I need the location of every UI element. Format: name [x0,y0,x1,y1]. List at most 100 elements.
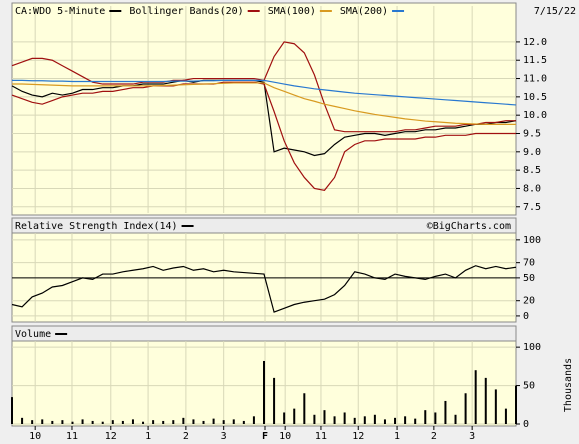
bar [343,412,346,424]
bar [474,370,477,424]
bar [494,389,497,424]
bar [263,360,265,424]
bar [454,414,457,424]
y-tick-label: 20 [523,296,535,307]
y-tick-label: 0 [523,419,529,430]
x-tick-label: 11 [315,431,327,442]
y-tick-label: 9.0 [523,147,541,158]
x-tick-label: 2 [431,431,437,442]
legend-label: SMA(200) [340,6,388,17]
x-tick-label: 10 [29,431,41,442]
bar [303,393,306,424]
y-axis-label: Thousands [563,358,574,412]
y-tick-label: 8.5 [523,165,541,176]
bar [51,420,54,424]
bar [81,419,84,424]
date-label: 7/15/22 [534,6,576,17]
bar [383,419,386,424]
x-tick-label: 10 [279,431,291,442]
line [11,79,517,157]
y-tick-label: 10.5 [523,92,547,103]
x-tick-label: 2 [183,431,189,442]
y-tick-label: 11.5 [523,55,547,66]
bar [293,408,296,424]
bar [61,420,64,424]
rsi-header [11,217,517,234]
x-tick-label: F [262,431,268,442]
bar [323,410,326,424]
line [12,82,516,125]
bar [353,417,356,424]
bar [71,421,74,424]
volume-header [11,325,517,342]
legend-label: CA:WDO 5-Minute [15,6,105,17]
bar [444,400,447,424]
x-tick-label: 12 [352,431,364,442]
y-tick-label: 50 [523,381,535,392]
bar [373,414,376,424]
bar [394,417,397,424]
y-tick-label: 7.5 [523,202,541,213]
y-tick-label: 11.0 [523,74,547,85]
bar [101,421,104,424]
bar [283,412,286,424]
bar [142,421,145,424]
bar [202,420,205,424]
bar [404,416,407,424]
y-tick-label: 50 [523,273,535,284]
y-tick-label: 9.5 [523,128,541,139]
bar [222,420,225,424]
bar [313,414,316,424]
bar [91,420,94,424]
x-tick-label: 11 [66,431,78,442]
bar [21,417,24,424]
bar [212,418,215,424]
bar [504,408,507,424]
bar [152,420,155,424]
bar [232,419,235,424]
bar [162,420,165,424]
x-tick-label: 1 [394,431,400,442]
x-tick-label: 3 [221,431,227,442]
bar [434,412,437,424]
legend-label: SMA(100) [268,6,316,17]
bar [121,420,124,424]
y-tick-label: 100 [523,342,541,353]
bar [182,417,185,424]
x-tick-label: 1 [145,431,151,442]
bar [192,419,195,424]
bar [363,416,366,424]
bar [273,377,276,424]
price-panel [11,2,517,216]
y-tick-label: 8.0 [523,183,541,194]
bar [41,419,44,424]
y-tick-label: 0 [523,311,529,322]
bar [31,420,34,424]
line [12,79,517,106]
bar [414,418,417,424]
x-tick-label: 12 [105,431,117,442]
bar [424,410,427,424]
line [11,81,516,191]
legend-label: Relative Strength Index(14) [15,221,178,232]
bar [515,385,517,424]
bar [172,420,175,424]
y-tick-label: 70 [523,258,535,269]
legend-label: Volume [15,329,51,340]
bar [111,420,114,424]
y-tick-label: 10.0 [523,110,547,121]
line [11,265,517,313]
bar [464,393,467,424]
y-tick-label: 100 [523,235,541,246]
legend-label: Bollinger Bands(20) [129,6,243,17]
bar [484,377,487,424]
credit: ©BigCharts.com [427,221,511,232]
bar [11,397,13,424]
bar [333,416,336,424]
x-tick-label: 3 [469,431,475,442]
bar [252,416,255,424]
bar [131,419,134,424]
y-tick-label: 12.0 [523,37,547,48]
bar [242,420,245,424]
